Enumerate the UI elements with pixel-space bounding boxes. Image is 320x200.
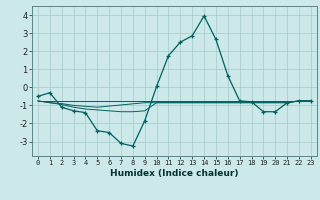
X-axis label: Humidex (Indice chaleur): Humidex (Indice chaleur) xyxy=(110,169,239,178)
